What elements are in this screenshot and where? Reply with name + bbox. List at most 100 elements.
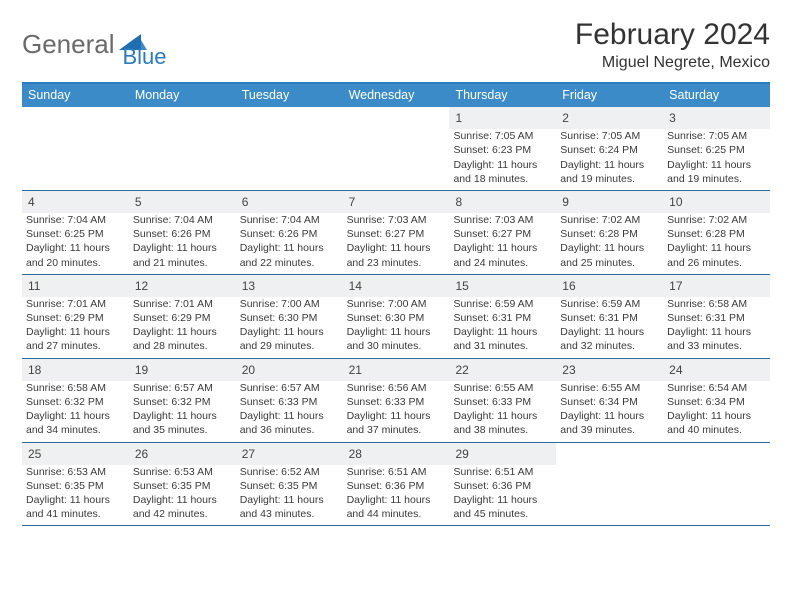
sunset-line: Sunset: 6:34 PM — [560, 395, 659, 409]
sunset-line: Sunset: 6:33 PM — [347, 395, 446, 409]
day-number: 3 — [663, 107, 770, 129]
daylight-line: and 32 minutes. — [560, 339, 659, 353]
daylight-line: and 43 minutes. — [240, 507, 339, 521]
daylight-line: and 37 minutes. — [347, 423, 446, 437]
calendar-day: 24Sunrise: 6:54 AMSunset: 6:34 PMDayligh… — [663, 359, 770, 442]
sunrise-line: Sunrise: 6:53 AM — [133, 465, 232, 479]
calendar-day: 15Sunrise: 6:59 AMSunset: 6:31 PMDayligh… — [449, 275, 556, 358]
calendar-day — [343, 107, 450, 190]
daylight-line: and 25 minutes. — [560, 256, 659, 270]
title-block: February 2024 Miguel Negrete, Mexico — [575, 18, 770, 72]
sunrise-line: Sunrise: 7:05 AM — [560, 129, 659, 143]
sunset-line: Sunset: 6:33 PM — [453, 395, 552, 409]
daylight-line: and 27 minutes. — [26, 339, 125, 353]
weeks-container: 1Sunrise: 7:05 AMSunset: 6:23 PMDaylight… — [22, 107, 770, 526]
day-details: Sunrise: 6:59 AMSunset: 6:31 PMDaylight:… — [556, 297, 663, 358]
daylight-line: and 31 minutes. — [453, 339, 552, 353]
daylight-line: and 28 minutes. — [133, 339, 232, 353]
calendar-day: 21Sunrise: 6:56 AMSunset: 6:33 PMDayligh… — [343, 359, 450, 442]
sunrise-line: Sunrise: 7:02 AM — [560, 213, 659, 227]
sunrise-line: Sunrise: 6:58 AM — [26, 381, 125, 395]
daylight-line: and 20 minutes. — [26, 256, 125, 270]
day-details: Sunrise: 7:05 AMSunset: 6:23 PMDaylight:… — [449, 129, 556, 190]
calendar-day: 6Sunrise: 7:04 AMSunset: 6:26 PMDaylight… — [236, 191, 343, 274]
sunset-line: Sunset: 6:26 PM — [133, 227, 232, 241]
calendar-day: 9Sunrise: 7:02 AMSunset: 6:28 PMDaylight… — [556, 191, 663, 274]
day-details: Sunrise: 7:02 AMSunset: 6:28 PMDaylight:… — [556, 213, 663, 274]
calendar-day — [22, 107, 129, 190]
sunrise-line: Sunrise: 6:59 AM — [560, 297, 659, 311]
day-number: 19 — [129, 359, 236, 381]
brand-logo: General Blue — [22, 18, 167, 70]
calendar-day — [129, 107, 236, 190]
weekday-header: Thursday — [449, 84, 556, 107]
weekday-header-row: Sunday Monday Tuesday Wednesday Thursday… — [22, 84, 770, 107]
daylight-line: and 19 minutes. — [560, 172, 659, 186]
sunset-line: Sunset: 6:28 PM — [560, 227, 659, 241]
sunset-line: Sunset: 6:28 PM — [667, 227, 766, 241]
day-number: 12 — [129, 275, 236, 297]
daylight-line: and 36 minutes. — [240, 423, 339, 437]
brand-blue: Blue — [123, 44, 167, 70]
daylight-line: Daylight: 11 hours — [560, 158, 659, 172]
day-details: Sunrise: 7:05 AMSunset: 6:25 PMDaylight:… — [663, 129, 770, 190]
day-number: 10 — [663, 191, 770, 213]
sunset-line: Sunset: 6:31 PM — [667, 311, 766, 325]
daylight-line: and 44 minutes. — [347, 507, 446, 521]
daylight-line: Daylight: 11 hours — [347, 409, 446, 423]
day-number: 9 — [556, 191, 663, 213]
daylight-line: Daylight: 11 hours — [453, 241, 552, 255]
calendar-day: 18Sunrise: 6:58 AMSunset: 6:32 PMDayligh… — [22, 359, 129, 442]
daylight-line: and 33 minutes. — [667, 339, 766, 353]
day-details: Sunrise: 6:56 AMSunset: 6:33 PMDaylight:… — [343, 381, 450, 442]
calendar-week: 1Sunrise: 7:05 AMSunset: 6:23 PMDaylight… — [22, 107, 770, 191]
day-details: Sunrise: 7:02 AMSunset: 6:28 PMDaylight:… — [663, 213, 770, 274]
calendar-day: 4Sunrise: 7:04 AMSunset: 6:25 PMDaylight… — [22, 191, 129, 274]
day-details: Sunrise: 7:05 AMSunset: 6:24 PMDaylight:… — [556, 129, 663, 190]
calendar-week: 4Sunrise: 7:04 AMSunset: 6:25 PMDaylight… — [22, 191, 770, 275]
sunrise-line: Sunrise: 7:04 AM — [26, 213, 125, 227]
daylight-line: Daylight: 11 hours — [240, 409, 339, 423]
calendar-day: 2Sunrise: 7:05 AMSunset: 6:24 PMDaylight… — [556, 107, 663, 190]
calendar-day — [663, 443, 770, 526]
sunrise-line: Sunrise: 7:01 AM — [133, 297, 232, 311]
day-number: 17 — [663, 275, 770, 297]
daylight-line: Daylight: 11 hours — [347, 241, 446, 255]
daylight-line: and 42 minutes. — [133, 507, 232, 521]
day-number: 26 — [129, 443, 236, 465]
daylight-line: and 21 minutes. — [133, 256, 232, 270]
sunset-line: Sunset: 6:31 PM — [453, 311, 552, 325]
weekday-header: Saturday — [663, 84, 770, 107]
calendar-day: 27Sunrise: 6:52 AMSunset: 6:35 PMDayligh… — [236, 443, 343, 526]
day-number: 5 — [129, 191, 236, 213]
daylight-line: Daylight: 11 hours — [453, 493, 552, 507]
calendar-day: 14Sunrise: 7:00 AMSunset: 6:30 PMDayligh… — [343, 275, 450, 358]
day-details: Sunrise: 7:01 AMSunset: 6:29 PMDaylight:… — [129, 297, 236, 358]
day-number — [556, 443, 663, 465]
header: General Blue February 2024 Miguel Negret… — [22, 18, 770, 72]
calendar-day: 11Sunrise: 7:01 AMSunset: 6:29 PMDayligh… — [22, 275, 129, 358]
daylight-line: and 34 minutes. — [26, 423, 125, 437]
daylight-line: Daylight: 11 hours — [667, 409, 766, 423]
sunrise-line: Sunrise: 6:57 AM — [133, 381, 232, 395]
daylight-line: and 26 minutes. — [667, 256, 766, 270]
day-details: Sunrise: 6:54 AMSunset: 6:34 PMDaylight:… — [663, 381, 770, 442]
calendar-day: 7Sunrise: 7:03 AMSunset: 6:27 PMDaylight… — [343, 191, 450, 274]
day-details: Sunrise: 7:03 AMSunset: 6:27 PMDaylight:… — [449, 213, 556, 274]
day-number: 20 — [236, 359, 343, 381]
day-number: 21 — [343, 359, 450, 381]
sunset-line: Sunset: 6:24 PM — [560, 143, 659, 157]
daylight-line: Daylight: 11 hours — [133, 493, 232, 507]
calendar-day: 19Sunrise: 6:57 AMSunset: 6:32 PMDayligh… — [129, 359, 236, 442]
sunset-line: Sunset: 6:35 PM — [240, 479, 339, 493]
calendar-week: 25Sunrise: 6:53 AMSunset: 6:35 PMDayligh… — [22, 443, 770, 527]
day-number: 22 — [449, 359, 556, 381]
calendar-day: 10Sunrise: 7:02 AMSunset: 6:28 PMDayligh… — [663, 191, 770, 274]
day-details: Sunrise: 6:51 AMSunset: 6:36 PMDaylight:… — [343, 465, 450, 526]
daylight-line: Daylight: 11 hours — [133, 325, 232, 339]
daylight-line: and 18 minutes. — [453, 172, 552, 186]
daylight-line: Daylight: 11 hours — [240, 325, 339, 339]
daylight-line: Daylight: 11 hours — [453, 325, 552, 339]
daylight-line: Daylight: 11 hours — [667, 325, 766, 339]
weekday-header: Friday — [556, 84, 663, 107]
